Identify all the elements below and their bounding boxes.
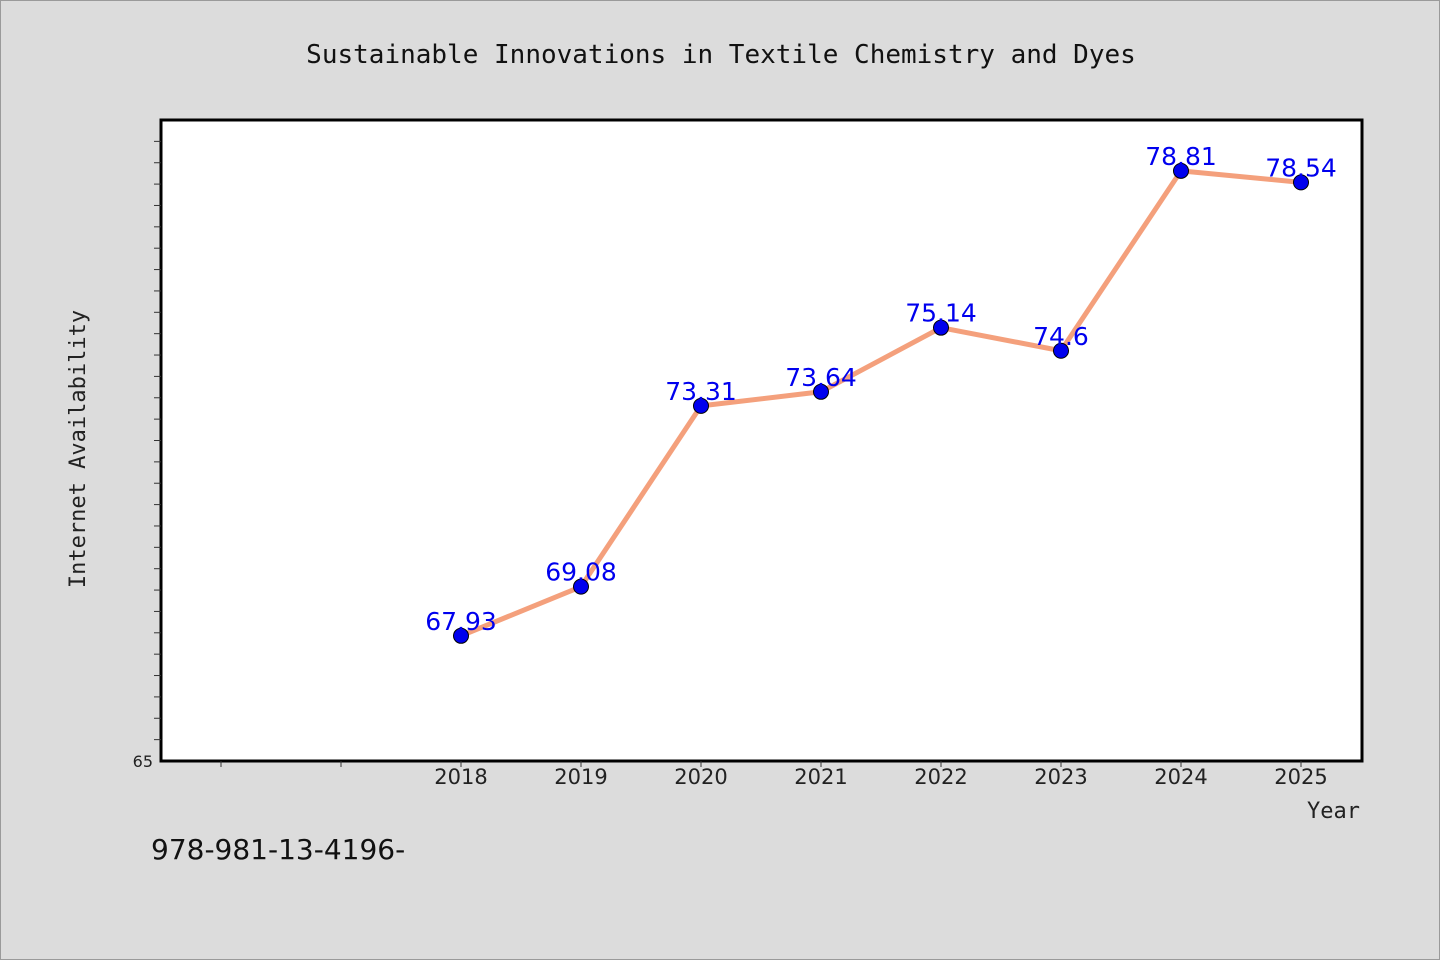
y-axis-label: Internet Availability: [66, 310, 91, 588]
data-label: 67.93: [425, 607, 497, 636]
x-tick-label: 2018: [434, 765, 487, 789]
data-point: [1293, 174, 1309, 191]
data-label: 73.31: [665, 377, 737, 406]
footnote-text: 978-981-13-4196-: [151, 833, 406, 866]
x-tick-label: 2020: [674, 765, 727, 789]
data-label: 74.6: [1033, 322, 1089, 351]
data-point: [453, 627, 469, 644]
data-label: 75.14: [905, 299, 977, 328]
plot-area: [159, 118, 1364, 763]
series-layer: 67.93 69.08 73.31 73.64 75.14 74.6 78.81 78.54: [425, 142, 1337, 644]
data-label: 78.54: [1265, 153, 1337, 182]
data-label: 69.08: [545, 558, 617, 587]
x-tick-label: 2025: [1274, 765, 1327, 789]
x-tick-label: 2024: [1154, 765, 1207, 789]
x-axis-label: Year: [1307, 799, 1360, 824]
data-point: [813, 383, 829, 400]
data-point: [1053, 342, 1069, 359]
data-label: 73.64: [785, 363, 857, 392]
x-axis-ticks: 2018 2019 2020 2021 2022 2023 2024 2025: [220, 761, 1328, 789]
y-tick-label: 65: [133, 752, 153, 771]
data-point: [1173, 162, 1189, 179]
data-point: [573, 578, 589, 595]
data-point: [933, 319, 949, 336]
series-line: [458, 168, 1304, 639]
data-label: 78.81: [1145, 142, 1217, 171]
x-tick-label: 2021: [794, 765, 847, 789]
x-tick-label: 2022: [914, 765, 967, 789]
y-axis-ticks: 65: [133, 140, 161, 771]
x-tick-label: 2023: [1034, 765, 1087, 789]
chart-title: Sustainable Innovations in Textile Chemi…: [306, 40, 1136, 70]
x-tick-label: 2019: [554, 765, 607, 789]
data-point: [693, 397, 709, 414]
